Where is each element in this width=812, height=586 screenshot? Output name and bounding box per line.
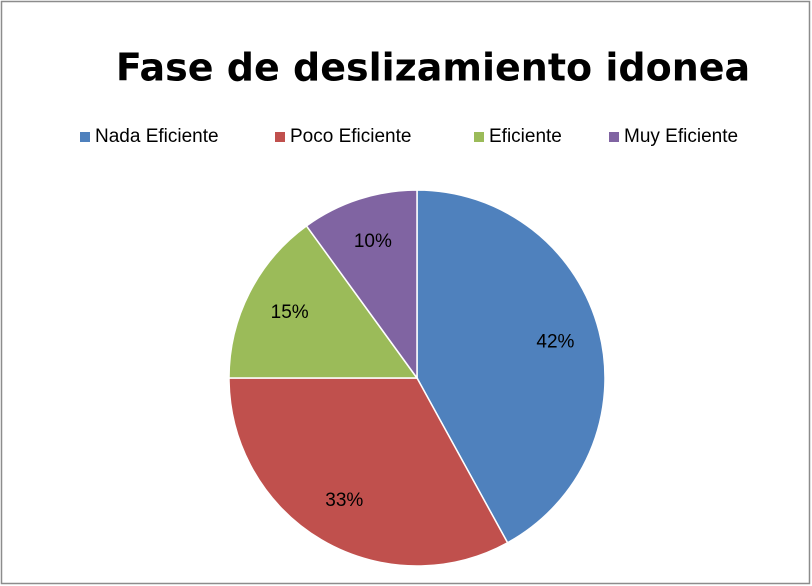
pie-slice	[228, 224, 419, 379]
data-label: 15%	[271, 302, 309, 323]
pie-slice	[228, 377, 509, 567]
data-label: 42%	[536, 331, 574, 352]
legend-label: Muy Eficiente	[624, 126, 738, 147]
legend-swatch	[275, 132, 285, 142]
legend-swatch	[609, 132, 619, 142]
legend-label: Nada Eficiente	[95, 126, 219, 147]
data-label: 10%	[354, 231, 392, 252]
pie-slice	[305, 189, 418, 381]
legend-label: Eficiente	[489, 126, 562, 147]
legend-label: Poco Eficiente	[290, 126, 411, 147]
pie-slice	[416, 189, 606, 544]
data-label: 33%	[325, 490, 363, 511]
legend-swatch	[80, 132, 90, 142]
legend-swatch	[474, 132, 484, 142]
chart-title: Fase de deslizamiento idonea	[116, 46, 750, 90]
